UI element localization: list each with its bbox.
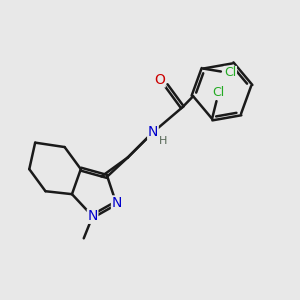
Text: N: N — [148, 125, 158, 139]
Text: N: N — [112, 196, 122, 210]
Text: H: H — [159, 136, 167, 146]
Text: Cl: Cl — [224, 67, 236, 80]
Text: O: O — [154, 73, 165, 87]
Text: N: N — [87, 209, 98, 223]
Text: Cl: Cl — [212, 86, 224, 99]
